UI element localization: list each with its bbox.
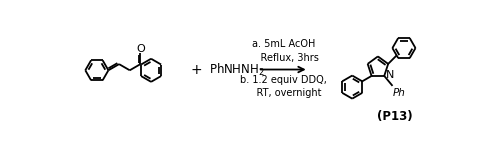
Text: N: N <box>386 70 394 80</box>
Text: (P13): (P13) <box>377 110 412 123</box>
Text: a. 5mL AcOH
    Reflux, 3hrs: a. 5mL AcOH Reflux, 3hrs <box>248 39 318 63</box>
Text: Ph: Ph <box>392 88 406 98</box>
Text: O: O <box>137 44 145 54</box>
Text: PhNHNH$_2$: PhNHNH$_2$ <box>208 61 264 78</box>
Text: b. 1.2 equiv DDQ,
    RT, overnight: b. 1.2 equiv DDQ, RT, overnight <box>240 75 326 98</box>
Text: +: + <box>190 62 202 77</box>
